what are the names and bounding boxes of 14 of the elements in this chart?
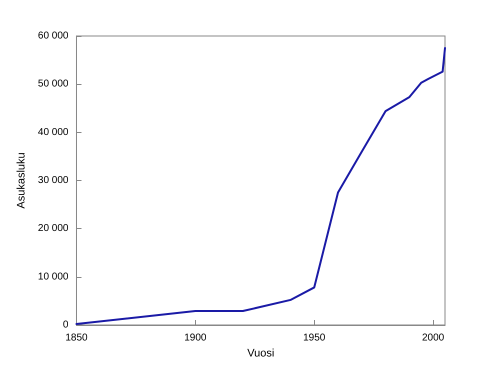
- y-tick-label: 10 000: [38, 271, 69, 282]
- line-series: [75, 47, 446, 326]
- y-axis-title: Asukasluku: [16, 152, 28, 209]
- x-tick-label: 1850: [65, 332, 88, 344]
- y-tick-label: 20 000: [38, 223, 69, 234]
- y-tick-label: 0: [62, 320, 69, 330]
- y-tick-label: 60 000: [38, 30, 69, 42]
- y-tick-label: 40 000: [38, 126, 69, 138]
- x-tick-label: 1900: [184, 332, 207, 344]
- x-tick-label: 2000: [422, 332, 445, 344]
- x-axis-title: Vuosi: [247, 347, 274, 360]
- y-tick-label: 30 000: [38, 175, 69, 186]
- x-tick-label: 1950: [303, 332, 326, 344]
- y-tick-label: 50 000: [38, 78, 69, 90]
